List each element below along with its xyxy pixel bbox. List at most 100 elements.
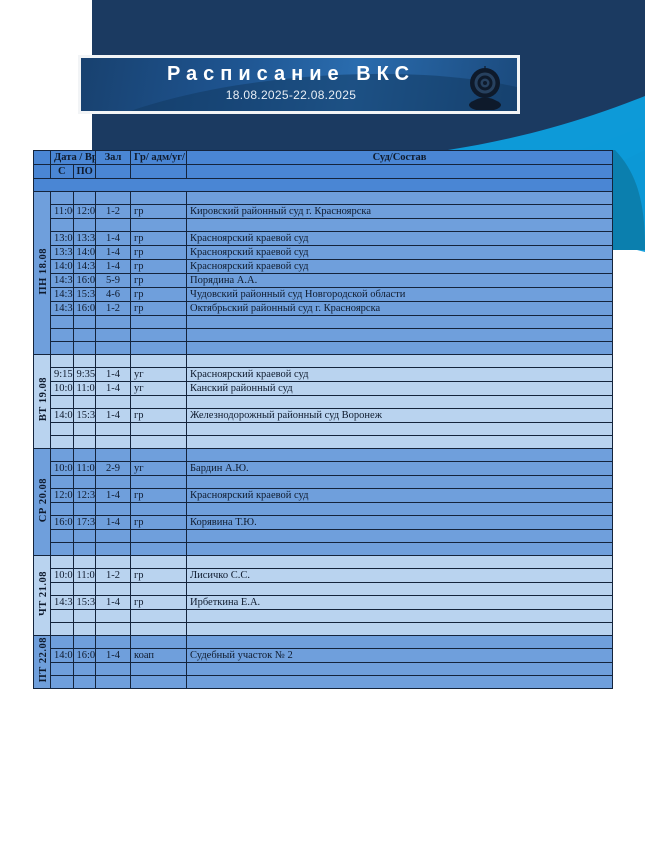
header-sub-hall <box>95 164 131 179</box>
cell-type <box>130 448 187 462</box>
table-row <box>34 475 613 489</box>
cell-type <box>130 422 187 436</box>
cell-time-from <box>50 502 74 516</box>
cell-court <box>186 354 613 368</box>
header-sub-day-spacer <box>33 164 51 179</box>
header-day-spacer <box>33 150 51 165</box>
table-row <box>34 542 613 556</box>
header-type: Гр/ адм/уг/ мат <box>130 150 187 165</box>
cell-court <box>186 675 613 689</box>
cell-court <box>186 395 613 409</box>
day-label-cell: ВТ 19.08 <box>33 354 51 449</box>
cell-court: Красноярский краевой суд <box>186 245 613 260</box>
cell-type <box>130 191 187 205</box>
cell-court <box>186 191 613 205</box>
table-spacer-row <box>33 178 613 192</box>
table-row <box>34 218 613 232</box>
cell-hall <box>95 354 131 368</box>
cell-time-to <box>72 582 96 596</box>
day-label-cell: ПТ 22.08 <box>33 635 51 689</box>
header-hall: Зал <box>95 150 131 165</box>
cell-hall: 1-2 <box>95 568 131 583</box>
cell-court <box>186 582 613 596</box>
cell-hall: 1-4 <box>95 408 131 423</box>
cell-time-to <box>72 542 96 556</box>
header-from: С <box>50 164 74 179</box>
cell-type <box>130 555 187 569</box>
cell-time-to: 13:30 <box>72 231 96 246</box>
cell-type: уг <box>130 461 187 476</box>
cell-hall: 5-9 <box>95 273 131 288</box>
cell-time-from: 14:30 <box>50 273 74 288</box>
cell-court <box>186 475 613 489</box>
cell-time-from <box>50 529 74 543</box>
cell-time-to <box>72 422 96 436</box>
cell-court: Бардин А.Ю. <box>186 461 613 476</box>
table-row: ПН 18.08 <box>33 191 613 355</box>
day-label: ПН 18.08 <box>38 247 49 295</box>
cell-hall: 2-9 <box>95 461 131 476</box>
cell-court: Порядина А.А. <box>186 273 613 288</box>
cell-type: уг <box>130 381 187 396</box>
cell-time-to <box>72 635 96 649</box>
cell-type: гр <box>130 259 187 274</box>
cell-court <box>186 218 613 232</box>
header-sub-court <box>186 164 613 179</box>
cell-time-from: 14:00 <box>50 408 74 423</box>
cell-time-to: 11:00 <box>72 461 96 476</box>
cell-court <box>186 529 613 543</box>
cell-time-from: 16:00 <box>50 515 74 530</box>
cell-time-from <box>50 555 74 569</box>
table-row: 9:15 9:35 1-4 уг Красноярский краевой суд <box>34 367 613 382</box>
cell-hall <box>95 191 131 205</box>
cell-court: Ирбеткина Е.А. <box>186 595 613 610</box>
cell-type: гр <box>130 595 187 610</box>
cell-time-to <box>72 315 96 329</box>
cell-time-to: 16:00 <box>72 648 96 663</box>
schedule-table: Дата / Время Зал Гр/ адм/уг/ мат Суд/Сос… <box>33 150 613 689</box>
cell-time-from <box>50 191 74 205</box>
cell-time-to: 15:30 <box>72 287 96 302</box>
cell-time-from <box>50 315 74 329</box>
cell-time-to <box>72 475 96 489</box>
cell-hall: 1-4 <box>95 515 131 530</box>
cell-court: Канский районный суд <box>186 381 613 396</box>
page-title: Расписание ВКС <box>166 63 416 85</box>
teal-wedge <box>612 150 645 250</box>
cell-hall: 1-4 <box>95 648 131 663</box>
cell-time-from: 10:00 <box>50 461 74 476</box>
cell-hall: 1-4 <box>95 245 131 260</box>
header-to: ПО <box>72 164 96 179</box>
cell-time-from: 14:00 <box>50 648 74 663</box>
cell-type: гр <box>130 301 187 316</box>
cell-hall <box>95 315 131 329</box>
cell-type <box>130 529 187 543</box>
table-row <box>34 341 613 355</box>
cell-time-from: 14:30 <box>50 287 74 302</box>
cell-hall <box>95 609 131 623</box>
cell-time-from <box>50 675 74 689</box>
cell-time-from: 14:30 <box>50 301 74 316</box>
table-row <box>34 582 613 596</box>
cell-hall: 1-2 <box>95 301 131 316</box>
table-row <box>34 328 613 342</box>
cell-hall <box>95 341 131 355</box>
cell-court <box>186 635 613 649</box>
cell-hall <box>95 218 131 232</box>
cell-time-from: 14:00 <box>50 259 74 274</box>
cell-time-from <box>50 622 74 636</box>
cell-type: гр <box>130 204 187 219</box>
day-label-cell: ПН 18.08 <box>33 191 51 355</box>
cell-type <box>130 582 187 596</box>
cell-court <box>186 622 613 636</box>
cell-time-from: 13:00 <box>50 231 74 246</box>
cell-time-to: 12:30 <box>72 488 96 503</box>
day-label: СР 20.08 <box>38 477 49 523</box>
cell-time-to: 16:00 <box>72 301 96 316</box>
cell-type: гр <box>130 408 187 423</box>
